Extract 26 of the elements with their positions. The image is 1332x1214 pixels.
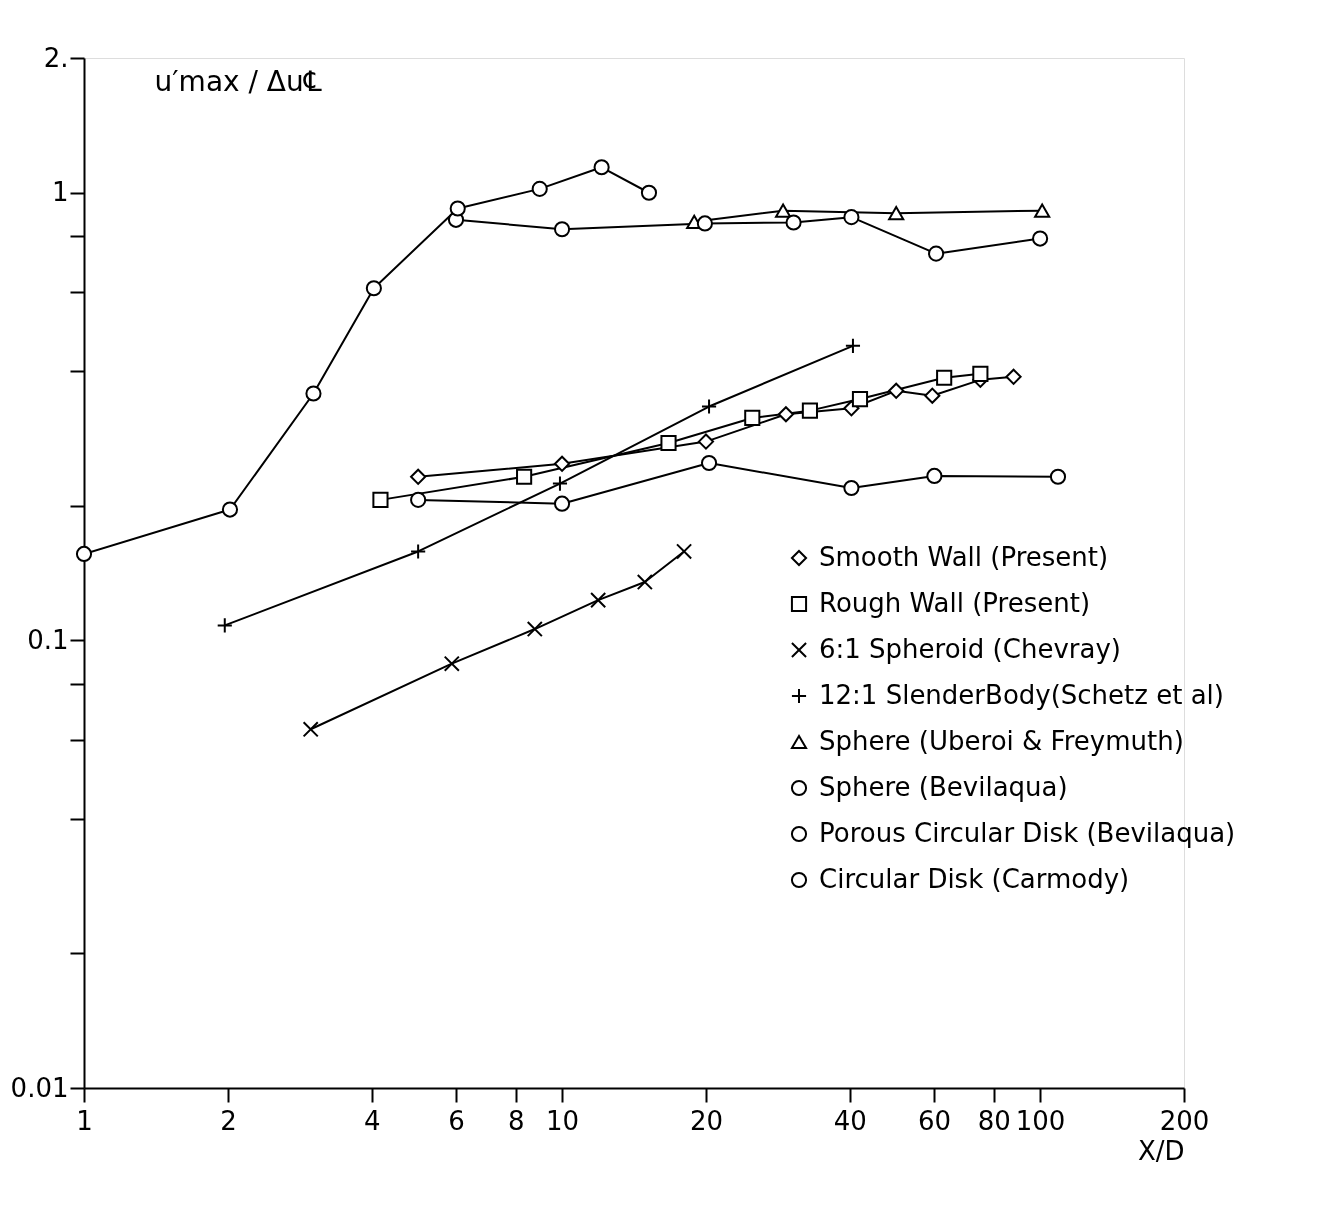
- x-tick-label: 100: [1015, 1105, 1066, 1136]
- x-tick-label: 60: [917, 1105, 952, 1136]
- x-tick-label: 2: [220, 1105, 237, 1136]
- y-tick-label: 0.01: [10, 1072, 69, 1103]
- legend-label: Sphere (Bevilaqua): [819, 772, 1068, 802]
- y-tick-label: 2.: [43, 42, 69, 73]
- x-tick-label: 200: [1159, 1105, 1210, 1136]
- x-tick-label: 40: [833, 1105, 867, 1136]
- x-tick-label: 20: [689, 1105, 723, 1136]
- x-tick-label: 80: [977, 1105, 1011, 1136]
- legend-label: 6:1 Spheroid (Chevray): [819, 634, 1121, 664]
- legend-label: Rough Wall (Present): [819, 588, 1091, 618]
- x-tick-label: 8: [507, 1105, 525, 1136]
- x-axis-title: X/D: [1137, 1135, 1185, 1166]
- legend-label: Circular Disk (Carmody): [819, 864, 1130, 894]
- x-tick-label: 6: [448, 1105, 465, 1136]
- y-tick-label: 1: [51, 177, 69, 208]
- legend-label: 12:1 SlenderBody(Schetz et al): [819, 680, 1224, 710]
- x-tick-label: 10: [546, 1105, 580, 1136]
- x-tick-label: 4: [364, 1105, 381, 1136]
- y-axis-title: u′max / Δu℄: [154, 64, 322, 98]
- legend-label: Porous Circular Disk (Bevilaqua): [819, 818, 1236, 848]
- y-tick-label: 0.1: [27, 624, 69, 655]
- x-tick-label: 1: [76, 1105, 93, 1136]
- legend-label: Sphere (Uberoi & Freymuth): [819, 726, 1184, 756]
- legend-label: Smooth Wall (Present): [819, 542, 1109, 572]
